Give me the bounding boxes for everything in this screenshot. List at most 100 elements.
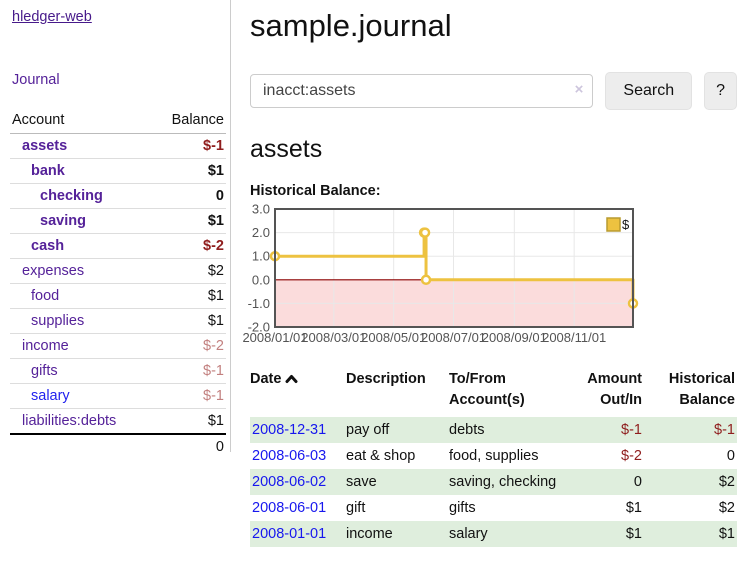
sidebar: hledger-web Journal Account Balance asse…	[0, 0, 231, 459]
register-row: 2008-01-01 income salary $1 $1	[250, 521, 737, 547]
account-link-cash[interactable]: cash	[31, 238, 65, 254]
transaction-accounts: food, supplies	[449, 448, 539, 464]
transaction-date-link[interactable]: 2008-01-01	[252, 526, 327, 542]
main-content: sample.journal × Search ? assets Histori…	[242, 0, 737, 547]
account-row-food: food $1	[10, 283, 226, 309]
svg-text:2008/07/01: 2008/07/01	[421, 330, 486, 345]
svg-text:2008/05/01: 2008/05/01	[361, 330, 426, 345]
transaction-balance: $2	[718, 500, 735, 516]
account-row-supplies: supplies $1	[10, 308, 226, 334]
transaction-accounts: salary	[449, 526, 488, 542]
account-row-salary: salary $-1	[10, 383, 226, 409]
register-row: 2008-06-02 save saving, checking 0 $2	[250, 469, 737, 495]
transaction-balance: $-1	[714, 422, 735, 438]
account-section-title: assets	[250, 135, 323, 163]
register-header-row: Date Description To/From Account(s) Amou…	[250, 367, 737, 417]
transaction-amount: $1	[625, 526, 642, 542]
svg-text:2008/09/01: 2008/09/01	[482, 330, 547, 345]
chart-canvas: 3.0 2.0 1.0 0.0 -1.0 -2.02008/01/012008/03/01…	[242, 202, 639, 345]
transaction-date-link[interactable]: 2008-06-01	[252, 500, 327, 516]
register-col-date[interactable]: Date	[250, 367, 346, 417]
transaction-description: gift	[346, 500, 366, 516]
chart-heading: Historical Balance:	[250, 183, 381, 199]
account-balance: 0	[151, 183, 226, 209]
account-balance: $-1	[151, 358, 226, 384]
accounts-total-value: 0	[151, 433, 226, 459]
register-row: 2008-06-01 gift gifts $1 $2	[250, 495, 737, 521]
account-link-saving[interactable]: saving	[40, 213, 86, 229]
account-link-checking[interactable]: checking	[40, 188, 103, 204]
sidebar-item-journal[interactable]: Journal	[12, 72, 60, 88]
account-row-assets: assets $-1	[10, 133, 226, 159]
account-row-expenses: expenses $2	[10, 258, 226, 284]
account-balance: $1	[151, 283, 226, 309]
transaction-amount: 0	[633, 474, 642, 490]
account-balance: $-2	[151, 333, 226, 359]
account-link-liabilities-debts[interactable]: liabilities:debts	[22, 413, 117, 429]
account-link-food[interactable]: food	[31, 288, 60, 304]
help-button[interactable]: ?	[704, 72, 737, 110]
account-row-gifts: gifts $-1	[10, 358, 226, 384]
accounts-total-row: 0	[10, 433, 226, 459]
svg-text:-2.0: -2.0	[248, 320, 270, 335]
account-balance: $1	[151, 158, 226, 184]
transaction-date-link[interactable]: 2008-06-02	[252, 474, 327, 490]
account-row-checking: checking 0	[10, 183, 226, 209]
register-col-date-label: Date	[250, 371, 282, 387]
account-row-saving: saving $1	[10, 208, 226, 234]
account-row-income: income $-2	[10, 333, 226, 359]
account-row-cash: cash $-2	[10, 233, 226, 259]
search-form: × Search ?	[250, 72, 737, 110]
transaction-balance: 0	[726, 448, 735, 464]
account-balance: $1	[151, 308, 226, 334]
register-col-balance: Historical Balance	[668, 371, 735, 408]
account-balance: $-2	[151, 233, 226, 259]
transaction-date-link[interactable]: 2008-12-31	[252, 422, 327, 438]
account-balance: $2	[151, 258, 226, 284]
account-link-expenses[interactable]: expenses	[22, 263, 85, 279]
historical-balance-chart: 3.0 2.0 1.0 0.0 -1.0 -2.0 2008/01/01 2008/03/01…	[235, 202, 737, 354]
transaction-balance: $2	[718, 474, 735, 490]
account-link-gifts[interactable]: gifts	[31, 363, 58, 379]
account-link-supplies[interactable]: supplies	[31, 313, 85, 329]
transaction-amount: $1	[625, 500, 642, 516]
account-balance: $1	[151, 408, 226, 435]
account-balance: $-1	[151, 383, 226, 409]
account-balance: $-1	[151, 133, 226, 159]
account-link-income[interactable]: income	[22, 338, 69, 354]
svg-text:3.0: 3.0	[252, 204, 270, 217]
svg-text:2008/03/01: 2008/03/01	[301, 330, 366, 345]
register-col-account: To/From Account(s)	[449, 371, 525, 408]
svg-text:2008/01/01: 2008/01/01	[242, 330, 307, 345]
clear-search-icon[interactable]: ×	[574, 81, 584, 98]
app-brand-link[interactable]: hledger-web	[12, 9, 92, 25]
sort-ascending-icon	[285, 375, 298, 383]
account-row-bank: bank $1	[10, 158, 226, 184]
register-row: 2008-06-03 eat & shop food, supplies $-2…	[250, 443, 737, 469]
transaction-description: save	[346, 474, 377, 490]
transaction-date-link[interactable]: 2008-06-03	[252, 448, 327, 464]
transaction-balance: $1	[718, 526, 735, 542]
register-row: 2008-12-31 pay off debts $-1 $-1	[250, 417, 737, 443]
register-col-description: Description	[346, 371, 426, 387]
register-table: Date Description To/From Account(s) Amou…	[250, 367, 737, 547]
transaction-description: pay off	[346, 422, 390, 438]
svg-text:2008/11/01: 2008/11/01	[542, 330, 606, 345]
search-input[interactable]	[250, 74, 594, 108]
register-col-amount: Amount Out/In	[587, 371, 642, 408]
accounts-table: Account Balance assets $-1 bank $1 check…	[10, 109, 226, 459]
svg-text:1.0: 1.0	[252, 249, 270, 264]
transaction-amount: $-2	[621, 448, 642, 464]
account-row-liabilities-debts: liabilities:debts $1	[10, 408, 226, 435]
svg-text:$: $	[622, 217, 630, 232]
account-link-bank[interactable]: bank	[31, 163, 65, 179]
svg-text:0.0: 0.0	[252, 272, 270, 287]
transaction-amount: $-1	[621, 422, 642, 438]
account-link-assets[interactable]: assets	[22, 138, 68, 154]
transaction-accounts: debts	[449, 422, 485, 438]
search-button[interactable]: Search	[605, 72, 693, 110]
accounts-col-account: Account	[10, 109, 152, 134]
transaction-accounts: gifts	[449, 500, 476, 516]
account-link-salary[interactable]: salary	[31, 388, 70, 404]
transaction-description: income	[346, 526, 393, 542]
